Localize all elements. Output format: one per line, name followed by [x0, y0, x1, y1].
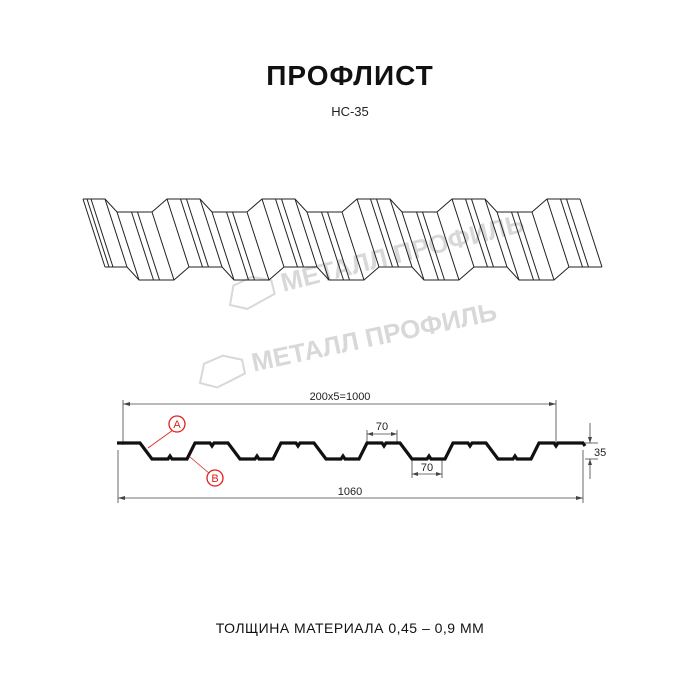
profile-cross-section	[117, 441, 587, 461]
sheet-edge-line	[90, 198, 114, 268]
svg-text:A: A	[173, 419, 181, 431]
sheet-edge-line	[341, 211, 365, 281]
sheet-bottom-edge	[105, 266, 602, 281]
sheet-edge-line	[376, 198, 399, 268]
sheet-edge-line	[211, 211, 235, 281]
sheet-edge-line	[321, 211, 344, 281]
sheet-edge-line	[131, 211, 154, 281]
sheet-top-edge	[83, 198, 580, 213]
sheet-edge-line	[226, 211, 249, 281]
sheet-edge-line	[294, 198, 318, 268]
sheet-edge-line	[579, 198, 603, 268]
watermark-lower: МЕТАЛЛ ПРОФИЛЬ	[198, 296, 500, 389]
product-code: НС-35	[331, 104, 369, 119]
sheet-edge-line	[275, 198, 298, 268]
sheet-edge-line	[416, 211, 439, 281]
sheet-edge-line	[306, 211, 330, 281]
sheet-edge-line	[422, 211, 445, 281]
sheet-edge-line	[517, 211, 540, 281]
sheet-edge-line	[496, 211, 520, 281]
dimension-lines	[117, 400, 598, 503]
sheet-edge-line	[199, 198, 223, 268]
sheet-edge-line	[166, 198, 190, 268]
sheet-edge-line	[180, 198, 203, 268]
svg-text:МЕТАЛЛ ПРОФИЛЬ: МЕТАЛЛ ПРОФИЛЬ	[278, 208, 528, 298]
svg-text:МЕТАЛЛ ПРОФИЛЬ: МЕТАЛЛ ПРОФИЛЬ	[249, 296, 500, 377]
sheet-edge-line	[151, 211, 175, 281]
sheet-edge-line	[327, 211, 350, 281]
sheet-edge-line	[82, 198, 106, 268]
callout-a: A	[147, 415, 186, 449]
sheet-edge-line	[484, 198, 508, 268]
sheet-edge-line	[370, 198, 393, 268]
sheet-edge-line	[356, 198, 380, 268]
sheet-edge-line	[451, 198, 475, 268]
sheet-edge-line	[436, 211, 460, 281]
sheet-edge-line	[86, 198, 110, 268]
dimension-arrows	[118, 402, 592, 500]
sheet-edge-line	[116, 211, 140, 281]
sheet-edge-line	[471, 198, 494, 268]
svg-text:B: B	[211, 473, 218, 485]
sheet-edge-line	[137, 211, 160, 281]
material-thickness-note: ТОЛЩИНА МАТЕРИАЛА 0,45 – 0,9 ММ	[215, 620, 485, 636]
sheet-edge-line	[281, 198, 304, 268]
dim-height: 35	[594, 447, 606, 459]
dim-top-flange: 70	[376, 421, 388, 433]
sheet-edge-line	[104, 198, 128, 268]
sheet-edge-line	[465, 198, 488, 268]
sheet-edge-line	[560, 198, 583, 268]
sheet-edge-line	[232, 211, 255, 281]
sheet-edge-line	[186, 198, 209, 268]
sheet-edge-line	[531, 211, 555, 281]
callout-b: B	[189, 456, 224, 487]
sheet-edge-line	[401, 211, 425, 281]
sheet-edge-line	[546, 198, 570, 268]
dim-overall-width: 1060	[338, 486, 362, 498]
sheet-edge-line	[389, 198, 413, 268]
sheet-edge-line	[246, 211, 270, 281]
sheet-edge-line	[261, 198, 285, 268]
sheet-edge-line	[511, 211, 534, 281]
dim-bottom-flange: 70	[421, 462, 433, 474]
dim-pitch-total: 200x5=1000	[310, 391, 371, 403]
page-title: ПРОФЛИСТ	[266, 60, 434, 91]
sheet-3d-view	[82, 198, 603, 281]
sheet-edge-line	[566, 198, 589, 268]
